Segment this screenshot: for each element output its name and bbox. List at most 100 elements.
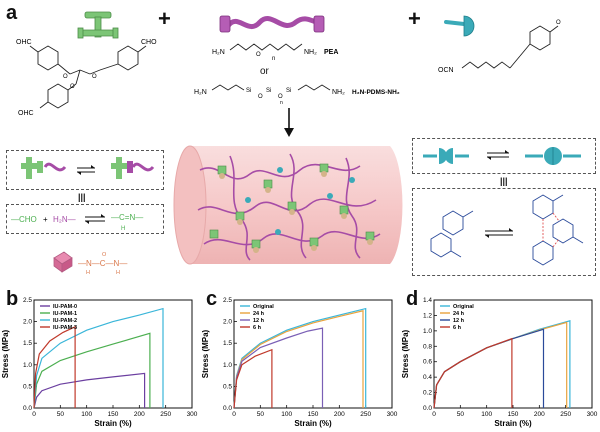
urea-structure: —N—C—N— H O H	[53, 251, 127, 276]
y-tick-label: 0.6	[423, 359, 432, 366]
x-tick-label: 200	[134, 411, 145, 418]
si-3: Si	[286, 88, 291, 94]
x-axis-label: Strain (%)	[494, 419, 532, 428]
x-axis-label: Strain (%)	[294, 419, 332, 428]
pea-amine-left: H₂N	[212, 49, 225, 56]
urea-formula: —N—C—N—	[78, 259, 127, 268]
x-tick-label: 200	[534, 411, 545, 418]
teal-nodes	[245, 167, 355, 235]
y-tick-label: 0.4	[423, 374, 432, 381]
series-line-1	[33, 332, 151, 409]
reaction-plus: +	[43, 215, 48, 224]
series-line-3	[33, 325, 76, 409]
y-axis-label: Stress (MPa)	[1, 329, 10, 378]
pdms-label: H₂N-PDMS-NH₂	[352, 89, 400, 96]
polymer-chains	[197, 153, 381, 261]
series-line-3	[233, 348, 273, 409]
y-tick-label: 0.2	[423, 390, 432, 397]
legend-label-3: 6 h	[253, 325, 262, 331]
stress-strain-chart-d: 0 50 100 150 200 250 300 0.0 0.2 0.4 0.6 0.8 1.0 1.2 1…	[401, 297, 598, 428]
teal-binding-box	[412, 138, 596, 174]
x-tick-label: 250	[560, 411, 571, 418]
series-line-3	[433, 337, 513, 409]
green-crosslinker-icon	[77, 11, 119, 39]
stress-strain-chart-b: 0 50 100 150 200 250 300 0.0 0.5 1.0 1.5 2.0 2.5 Stra…	[1, 297, 198, 428]
pink-urea-icon	[53, 251, 73, 273]
x-axis-label: Strain (%)	[94, 419, 132, 428]
legend-label-2: 12 h	[453, 318, 465, 324]
y-tick-label: 2.0	[23, 319, 32, 326]
y-tick-label: 1.2	[423, 312, 432, 319]
crosslink-nodes	[209, 163, 375, 249]
y-tick-label: 1.0	[23, 362, 32, 369]
panel-letter-a: a	[6, 2, 18, 24]
x-tick-label: 200	[334, 411, 345, 418]
equilibrium-mark-left: |||	[78, 192, 86, 202]
x-tick-label: 300	[187, 411, 198, 418]
x-tick-label: 300	[387, 411, 398, 418]
cho-label-bottom: OHC	[18, 110, 34, 117]
o-label-1: O	[63, 74, 68, 80]
pea-n: n	[272, 56, 275, 62]
x-tick-label: 300	[587, 411, 598, 418]
urea-h2: H	[116, 270, 120, 276]
y-tick-label: 0.5	[223, 383, 232, 390]
x-tick-label: 150	[508, 411, 519, 418]
upy-dimerization-scheme	[430, 194, 584, 266]
x-tick-label: 250	[160, 411, 171, 418]
imine-reaction: —CHO + H₂N— —C=N— H	[11, 213, 143, 232]
imine-product: —C=N—	[111, 213, 143, 222]
y-tick-label: 1.5	[23, 340, 32, 347]
chart-panel-c: c 0 50 100 150 200 250 300 0.0 0.5 1.0 1.5 2.0 2.5 St…	[200, 288, 400, 432]
y-tick-label: 0.8	[423, 343, 432, 350]
chart-panel-d: d 0 50 100 150 200 250 300 0.0 0.2 0.4 0.6 0.8 1.0 1.…	[400, 288, 600, 432]
pea-o: O	[256, 52, 261, 58]
x-tick-label: 0	[232, 411, 236, 418]
legend-label-2: 12 h	[253, 318, 265, 324]
amine-reactant: H₂N—	[53, 215, 76, 224]
equilibrium-mark-right: |||	[500, 176, 508, 186]
series-line-0	[433, 320, 571, 409]
teal-hemisphere-icon	[444, 15, 475, 37]
legend-label-2: IU-PAM-2	[53, 318, 77, 324]
plus-sign-1: +	[158, 6, 171, 31]
upy-isocyanate-structure: OCN O	[438, 15, 561, 74]
urea-o: O	[102, 252, 107, 258]
pdms-structure: H₂N Si O Si O Si n NH₂ H₂N-PDMS-NH₂	[194, 84, 400, 106]
y-tick-label: 1.5	[223, 340, 232, 347]
series-line-2	[233, 327, 324, 409]
x-tick-label: 0	[432, 411, 436, 418]
legend-label-1: IU-PAM-1	[53, 311, 77, 317]
pdms-o-2: O	[278, 94, 283, 100]
y-tick-label: 1.4	[423, 297, 432, 304]
x-tick-label: 50	[457, 411, 465, 418]
urea-h1: H	[86, 270, 90, 276]
upy-dimer-box	[412, 188, 596, 276]
pea-amine-right: NH₂	[304, 49, 317, 56]
imine-reaction-box: —CHO + H₂N— —C=N— H	[6, 204, 164, 234]
y-tick-label: 1.0	[423, 328, 432, 335]
legend-label-0: Original	[453, 304, 474, 310]
y-tick-label: 0.0	[223, 405, 232, 412]
legend-label-1: 24 h	[253, 311, 265, 317]
y-axis-label: Stress (MPa)	[201, 329, 210, 378]
stress-strain-chart-c: 0 50 100 150 200 250 300 0.0 0.5 1.0 1.5 2.0 2.5 Stra…	[201, 297, 398, 428]
o-label-2: O	[92, 74, 97, 80]
si-1: Si	[246, 88, 251, 94]
x-tick-label: 150	[308, 411, 319, 418]
x-tick-label: 0	[32, 411, 36, 418]
panel-a: a OHC CHO OHC O O	[6, 2, 596, 276]
pea-structure: H₂N O n NH₂ PEA	[212, 43, 338, 62]
cho-label-right: CHO	[141, 39, 157, 46]
y-tick-label: 0.5	[23, 383, 32, 390]
pea-label: PEA	[324, 49, 338, 56]
binding-scheme	[21, 157, 155, 179]
green-purple-binding-box	[6, 150, 164, 190]
x-tick-label: 150	[108, 411, 119, 418]
y-tick-label: 2.5	[23, 297, 32, 304]
tan-nodes	[219, 171, 373, 253]
pdms-amine-right: NH₂	[332, 89, 345, 96]
y-tick-label: 2.0	[223, 319, 232, 326]
purple-polymer-icon	[219, 15, 325, 33]
chart-panel-b: b 0 50 100 150 200 250 300 0.0 0.5 1.0 1.5 2.0 2.5 St…	[0, 288, 200, 432]
